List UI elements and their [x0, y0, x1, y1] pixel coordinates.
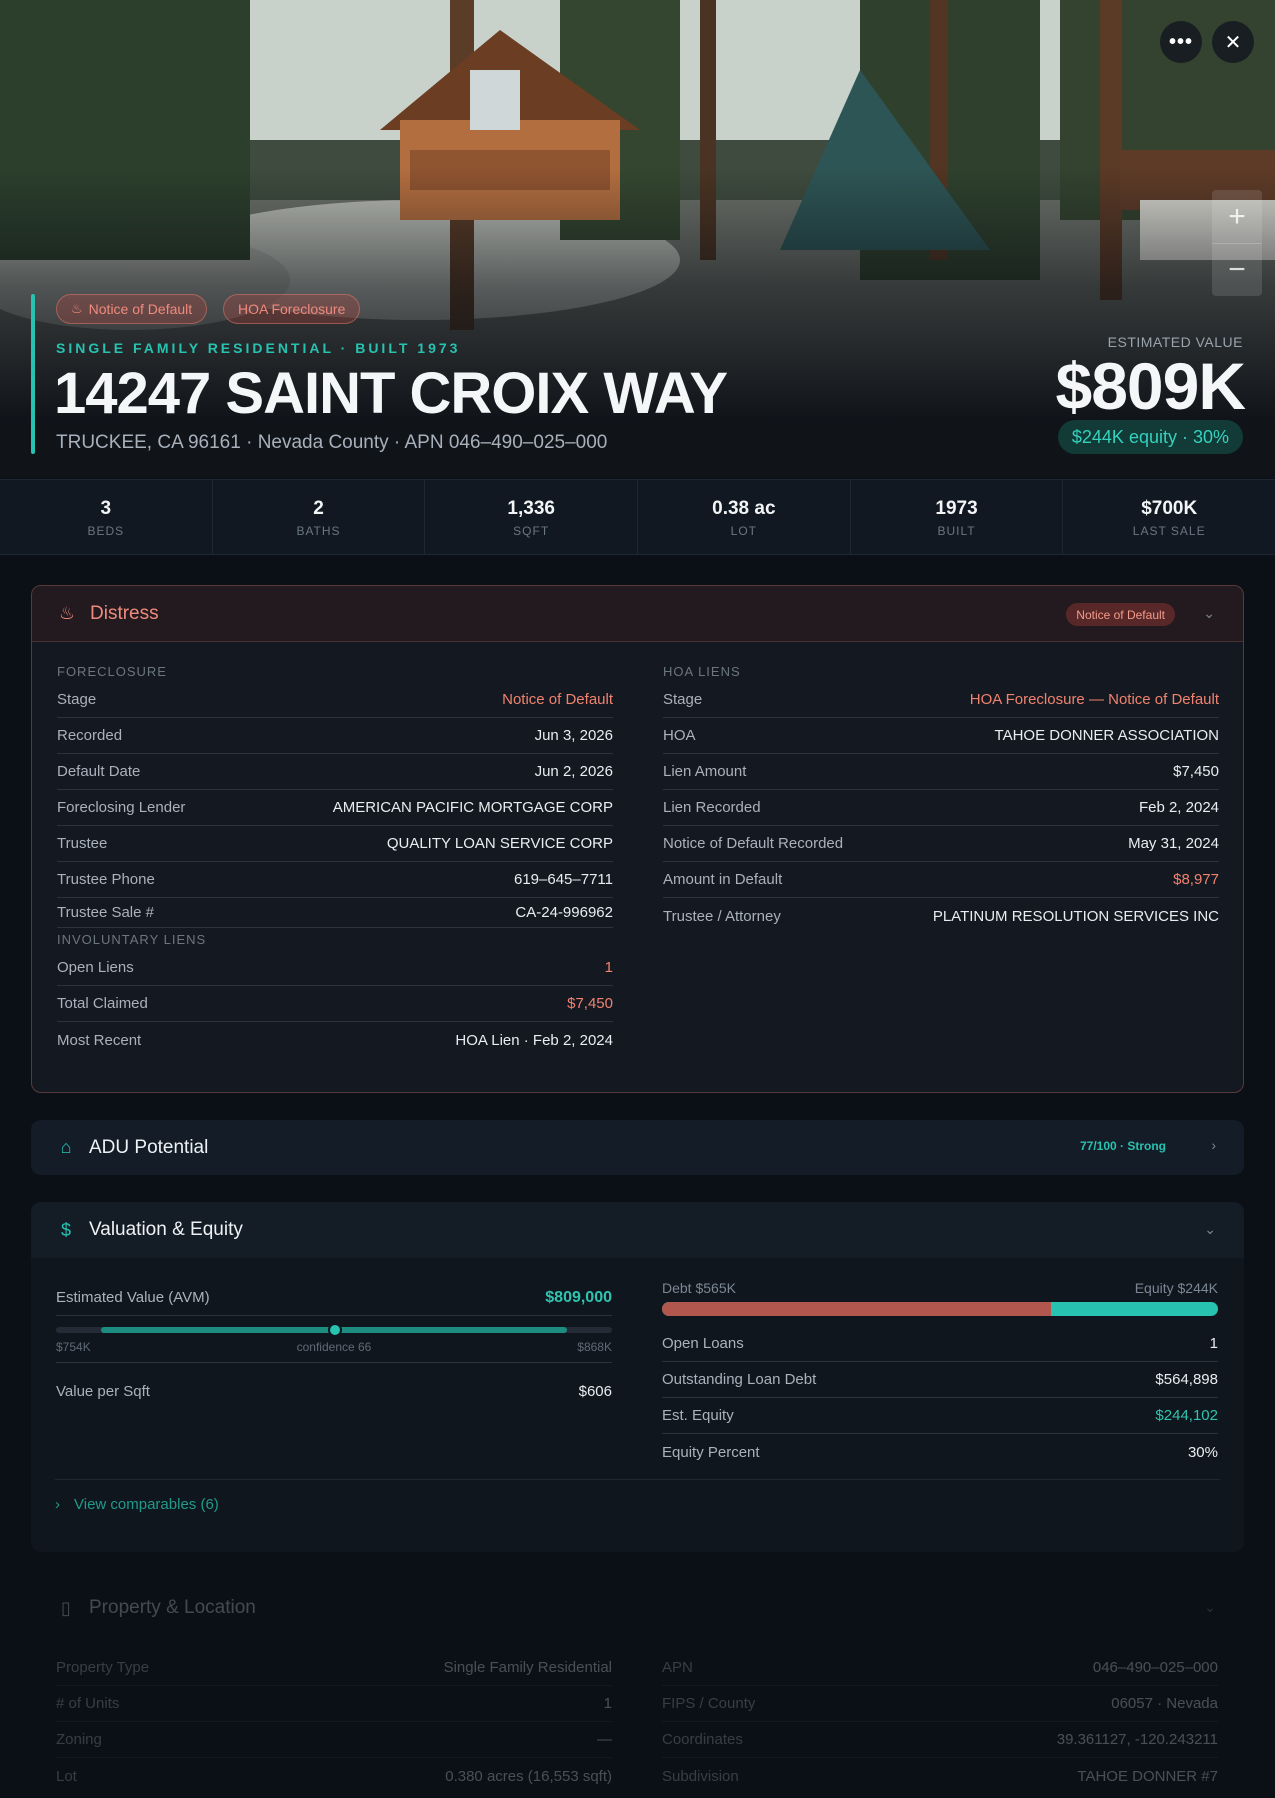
flame-icon: ♨	[58, 603, 76, 623]
avm-column: Estimated Value (AVM) $809,000 $754K con…	[56, 1280, 612, 1419]
property-header[interactable]: ▯ Property & Location ⌄	[31, 1580, 1244, 1636]
property-left-column: Property Type Single Family Residential #…	[56, 1650, 612, 1794]
building-icon: ▯	[61, 1597, 71, 1618]
equity-column: Debt $565K Equity $244K Open Loans 1 Outs…	[662, 1280, 1218, 1470]
equity-pill: $244K equity · 30%	[1057, 420, 1243, 454]
table-row: Subdivision TAHOE DONNER #7	[662, 1767, 1218, 1785]
chevron-down-icon[interactable]: ⌄	[1204, 1221, 1216, 1237]
chevron-right-icon[interactable]: ›	[1211, 1137, 1216, 1153]
table-row: Trustee / Attorney PLATINUM RESOLUTION SE…	[663, 907, 1219, 925]
stat-lot: 0.38 ac LOT	[638, 480, 851, 554]
table-row: Zoning —	[56, 1722, 612, 1758]
table-row: Lien Amount $7,450	[663, 754, 1219, 790]
property-title: Property & Location	[89, 1597, 256, 1618]
more-icon: •••	[1168, 30, 1193, 53]
debt-fill	[662, 1302, 1052, 1316]
avm-range-labels: $754K confidence 66 $868K	[56, 1340, 612, 1354]
table-row: Open Loans 1	[662, 1326, 1218, 1362]
stat-last-sale: $700K LAST SALE	[1132, 498, 1206, 538]
zoom-in-button[interactable]: +	[1228, 199, 1246, 233]
adu-header[interactable]: ⌂ ADU Potential 77/100 · Strong ›	[31, 1120, 1244, 1175]
table-row: FIPS / County 06057 · Nevada	[662, 1686, 1218, 1722]
value-per-sqft-row: Value per Sqft $606	[56, 1382, 612, 1400]
table-row: Total Claimed $7,450	[57, 986, 613, 1022]
valuation-header[interactable]: $ Valuation & Equity ⌄	[31, 1202, 1244, 1258]
distress-panel: ♨ Distress Notice of Default ⌄ FORECLOSU…	[31, 585, 1244, 1093]
table-row: Property Type Single Family Residential	[56, 1650, 612, 1686]
involuntary-liens-label: INVOLUNTARY LIENS	[57, 932, 207, 947]
property-address: 14247 SAINT CROIX WAY	[54, 361, 728, 426]
badge-notice-of-default: ♨ Notice of Default	[56, 294, 208, 324]
home-icon: ⌂	[60, 1137, 72, 1157]
chevron-down-icon[interactable]: ⌄	[1203, 605, 1215, 621]
table-row: Stage HOA Foreclosure — Notice of Default	[663, 682, 1219, 718]
stat-built: 1973 BUILT	[851, 480, 1064, 554]
hero-photo: ••• ✕ + − ♨ Notice of Default HOA Forecl…	[0, 0, 1275, 478]
table-row: # of Units 1	[56, 1686, 612, 1722]
debt-equity-labels: Debt $565K Equity $244K	[662, 1280, 1218, 1296]
adu-title: ADU Potential	[89, 1136, 209, 1158]
flame-icon: ♨	[71, 301, 83, 316]
stat-beds: 3 BEDS	[0, 480, 213, 554]
property-subtitle: SINGLE FAMILY RESIDENTIAL · BUILT 1973	[56, 340, 461, 356]
estimated-value-label: ESTIMATED VALUE	[1107, 334, 1243, 350]
hoa-liens-column: HOA LIENS Stage HOA Foreclosure — Notice …	[663, 664, 1219, 934]
chevron-right-icon: ›	[55, 1496, 60, 1513]
chevron-down-icon[interactable]: ⌄	[1204, 1599, 1216, 1615]
table-row: Most Recent HOA Lien · Feb 2, 2024	[57, 1031, 613, 1049]
adu-score: 77/100 · Strong	[1079, 1139, 1166, 1153]
zoom-out-button[interactable]: −	[1212, 243, 1262, 296]
valuation-title: Valuation & Equity	[89, 1219, 243, 1240]
table-row: Notice of Default Recorded May 31, 2024	[663, 826, 1219, 862]
distress-status-badge: Notice of Default	[1066, 603, 1175, 626]
table-row: Lien Recorded Feb 2, 2024	[663, 790, 1219, 826]
table-row: Outstanding Loan Debt $564,898	[662, 1362, 1218, 1398]
avm-range-slider	[56, 1316, 612, 1346]
hoa-liens-label: HOA LIENS	[663, 664, 741, 679]
table-row: APN 046–490–025–000	[662, 1650, 1218, 1686]
dollar-icon: $	[60, 1219, 71, 1240]
accent-bar	[31, 294, 35, 454]
valuation-panel: $ Valuation & Equity ⌄ Estimated Value (…	[31, 1202, 1244, 1552]
property-right-column: APN 046–490–025–000 FIPS / County 06057 · …	[662, 1650, 1218, 1794]
view-comparables-link[interactable]: › View comparables (6)	[55, 1496, 219, 1513]
table-row: Default Date Jun 2, 2026	[57, 754, 613, 790]
more-options-button[interactable]: •••	[1160, 21, 1202, 63]
stats-bar: 3 BEDS 2 BATHS 1,336 SQFT 0.38 ac LOT 1973 BU…	[0, 479, 1275, 555]
avm-estimate-marker	[328, 1323, 342, 1337]
debt-equity-bar	[662, 1302, 1218, 1316]
distress-header[interactable]: ♨ Distress Notice of Default ⌄	[32, 586, 1243, 642]
table-row: Coordinates 39.361127, -120.243211	[662, 1722, 1218, 1758]
foreclosure-column: FORECLOSURE Stage Notice of Default Recor…	[57, 664, 613, 1058]
adu-panel[interactable]: ⌂ ADU Potential 77/100 · Strong ›	[31, 1120, 1244, 1175]
table-row: Lot 0.380 acres (16,553 sqft)	[56, 1767, 612, 1785]
badge-hoa-foreclosure: HOA Foreclosure	[223, 294, 361, 324]
foreclosure-label: FORECLOSURE	[57, 664, 167, 679]
distress-title: Distress	[90, 602, 159, 624]
table-row: Trustee QUALITY LOAN SERVICE CORP	[57, 826, 613, 862]
table-row: Open Liens 1	[57, 950, 613, 986]
table-row: Recorded Jun 3, 2026	[57, 718, 613, 754]
table-row: HOA TAHOE DONNER ASSOCIATION	[663, 718, 1219, 754]
stat-sqft: 1,336 SQFT	[425, 480, 639, 554]
estimated-value: $809K	[1055, 349, 1246, 423]
stat-baths: 2 BATHS	[213, 480, 426, 554]
property-location-panel: ▯ Property & Location ⌄ Property Type Sin…	[31, 1580, 1244, 1798]
property-location: TRUCKEE, CA 96161 · Nevada County · APN …	[56, 432, 608, 453]
table-row: Amount in Default $8,977	[663, 862, 1219, 898]
table-row: Trustee Phone 619–645–7711	[57, 862, 613, 898]
close-icon: ✕	[1224, 31, 1242, 54]
close-button[interactable]: ✕	[1212, 21, 1254, 63]
table-row: Trustee Sale # CA-24-996962	[57, 898, 613, 928]
avm-row: Estimated Value (AVM) $809,000	[56, 1280, 612, 1316]
table-row: Foreclosing Lender AMERICAN PACIFIC MORTG…	[57, 790, 613, 826]
table-row: Equity Percent 30%	[662, 1443, 1218, 1461]
table-row: Stage Notice of Default	[57, 682, 613, 718]
zoom-control: + −	[1212, 190, 1262, 296]
table-row: Est. Equity $244,102	[662, 1398, 1218, 1434]
